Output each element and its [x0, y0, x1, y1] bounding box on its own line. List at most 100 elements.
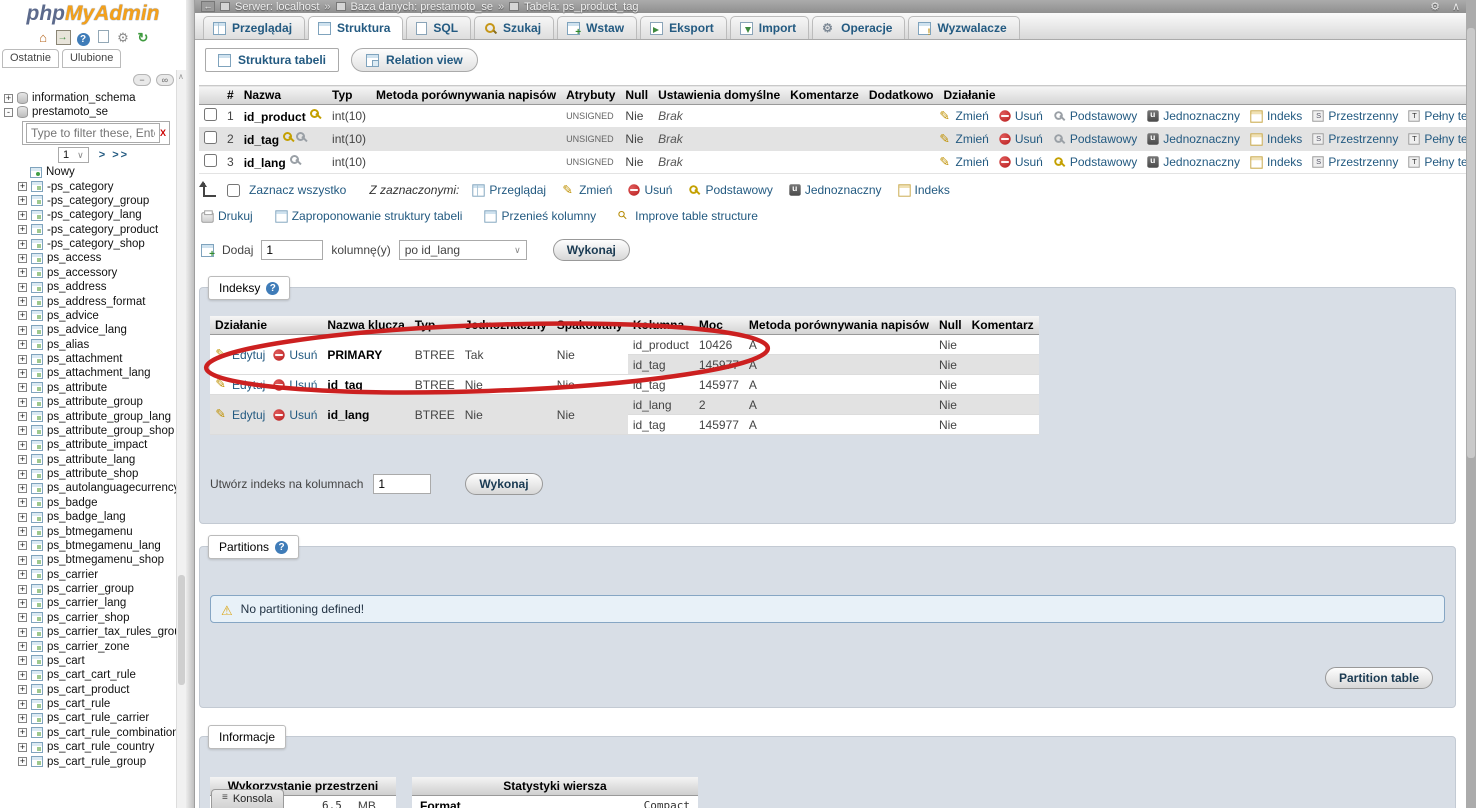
- home-icon[interactable]: ⌂: [39, 30, 47, 45]
- tree-table-item[interactable]: + ps_accessory: [18, 266, 118, 279]
- tree-new-table[interactable]: Nowy: [0, 165, 186, 179]
- expand-icon[interactable]: +: [18, 482, 27, 493]
- tree-table-item[interactable]: + -ps_category_group: [18, 194, 150, 207]
- refresh-icon[interactable]: ↻: [137, 30, 149, 45]
- help-icon[interactable]: ?: [76, 33, 90, 46]
- breadcrumb-table[interactable]: Tabela: ps_product_tag: [524, 0, 639, 13]
- structure-tool[interactable]: Improve table structure: [618, 209, 758, 223]
- settings-icon[interactable]: ⚙: [1430, 1, 1440, 13]
- column-action[interactable]: Podstawowy: [1053, 109, 1137, 123]
- expand-icon[interactable]: +: [18, 367, 27, 378]
- tree-table-item[interactable]: + ps_advice_lang: [18, 324, 127, 337]
- column-action[interactable]: Zmień: [939, 108, 989, 123]
- tree-table-item[interactable]: + -ps_category: [18, 180, 114, 193]
- expand-icon[interactable]: +: [18, 684, 27, 695]
- expand-icon[interactable]: +: [18, 382, 27, 393]
- tree-table-item[interactable]: + ps_cart: [18, 654, 85, 667]
- create-index-count-input[interactable]: [373, 474, 432, 494]
- expand-icon[interactable]: +: [18, 583, 27, 594]
- column-action[interactable]: Podstawowy: [1053, 132, 1137, 146]
- table-tab[interactable]: Struktura: [308, 16, 404, 40]
- column-action[interactable]: Usuń: [999, 132, 1043, 146]
- breadcrumb-database[interactable]: Baza danych: prestamoto_se: [350, 0, 493, 13]
- expand-icon[interactable]: +: [18, 252, 27, 263]
- expand-icon[interactable]: +: [18, 612, 27, 623]
- column-action[interactable]: Pełny tekst: [1408, 109, 1466, 123]
- collapse-icon[interactable]: -: [4, 107, 13, 117]
- tree-table-item[interactable]: + ps_alias: [18, 338, 90, 351]
- tree-db-information-schema[interactable]: + information_schema: [4, 92, 136, 104]
- column-action[interactable]: Usuń: [999, 155, 1043, 169]
- expand-icon[interactable]: +: [18, 396, 27, 407]
- tree-table-item[interactable]: + ps_carrier_lang: [18, 597, 127, 610]
- expand-icon[interactable]: +: [18, 454, 27, 465]
- tree-table-item[interactable]: + ps_access: [18, 252, 102, 265]
- column-action[interactable]: Jednoznaczny: [1147, 155, 1240, 169]
- tree-table-item[interactable]: + ps_attribute: [18, 381, 108, 394]
- structure-tool[interactable]: Zaproponowanie struktury tabeli: [275, 209, 462, 223]
- add-column-count-input[interactable]: [261, 240, 324, 260]
- table-tab[interactable]: Szukaj: [474, 16, 555, 39]
- tree-table-item[interactable]: + ps_advice: [18, 309, 99, 322]
- tree-table-item[interactable]: + -ps_category_shop: [18, 238, 145, 251]
- tree-table-item[interactable]: + ps_btmegamenu: [18, 525, 133, 538]
- column-action[interactable]: Przestrzenny: [1312, 109, 1398, 123]
- expand-icon[interactable]: +: [18, 712, 27, 723]
- tree-table-item[interactable]: + ps_attribute_impact: [18, 439, 148, 452]
- tree-table-item[interactable]: + ps_cart_product: [18, 683, 130, 696]
- delete-index-action[interactable]: Usuń: [273, 348, 317, 362]
- with-selected-action[interactable]: Indeks: [897, 183, 950, 197]
- expand-icon[interactable]: +: [18, 554, 27, 565]
- tab-favorites[interactable]: Ulubione: [61, 49, 122, 68]
- column-action[interactable]: Usuń: [999, 109, 1043, 123]
- expand-icon[interactable]: +: [18, 209, 27, 220]
- chevron-up-icon[interactable]: ∧: [178, 72, 184, 81]
- tree-db-prestamoto-se[interactable]: - prestamoto_se: [0, 105, 186, 119]
- tree-filter-input[interactable]: [26, 123, 160, 143]
- column-action[interactable]: Zmień: [939, 154, 989, 169]
- expand-icon[interactable]: +: [18, 411, 27, 422]
- structure-tool[interactable]: Przenieś kolumny: [484, 209, 596, 223]
- expand-icon[interactable]: +: [18, 540, 27, 551]
- table-tab[interactable]: Wyzwalacze: [908, 16, 1020, 39]
- collapse-all-icon[interactable]: −: [133, 74, 151, 86]
- tree-table-item[interactable]: + ps_btmegamenu_shop: [18, 554, 164, 567]
- expand-icon[interactable]: +: [18, 324, 27, 335]
- expand-icon[interactable]: +: [18, 439, 27, 450]
- expand-icon[interactable]: +: [18, 353, 27, 364]
- tree-page-select[interactable]: 1 ∨: [58, 147, 89, 163]
- help-icon[interactable]: ?: [275, 540, 289, 554]
- clear-filter-icon[interactable]: X: [159, 128, 166, 138]
- expand-icon[interactable]: +: [18, 727, 27, 738]
- tree-table-item[interactable]: + ps_carrier_tax_rules_group: [18, 626, 186, 639]
- console-tab[interactable]: ≡ Konsola: [211, 789, 284, 808]
- scrollbar-thumb[interactable]: [178, 575, 185, 685]
- with-selected-action[interactable]: Jednoznaczny: [789, 183, 882, 197]
- column-action[interactable]: Przestrzenny: [1312, 132, 1398, 146]
- structure-tool[interactable]: Drukuj: [201, 209, 253, 223]
- expand-icon[interactable]: +: [18, 655, 27, 666]
- expand-icon[interactable]: +: [18, 526, 27, 537]
- expand-icon[interactable]: +: [18, 267, 27, 278]
- documentation-icon[interactable]: [97, 30, 109, 43]
- tree-table-item[interactable]: + ps_address: [18, 281, 107, 294]
- column-action[interactable]: Jednoznaczny: [1147, 109, 1240, 123]
- expand-icon[interactable]: +: [18, 569, 27, 580]
- tree-table-item[interactable]: + ps_attribute_group: [18, 396, 143, 409]
- table-structure-button[interactable]: Struktura tabeli: [205, 48, 340, 72]
- column-action[interactable]: Indeks: [1250, 109, 1302, 123]
- expand-icon[interactable]: +: [18, 339, 27, 350]
- expand-icon[interactable]: +: [18, 698, 27, 709]
- table-tab[interactable]: Wstaw: [557, 16, 638, 39]
- expand-icon[interactable]: +: [18, 741, 27, 752]
- add-column-position-select[interactable]: po id_lang ∨: [398, 240, 527, 260]
- tree-table-item[interactable]: + ps_attribute_group_shop: [18, 424, 175, 437]
- column-action[interactable]: Zmień: [939, 131, 989, 146]
- chevron-up-icon[interactable]: ∧: [1451, 1, 1460, 13]
- tree-table-item[interactable]: + -ps_category_product: [18, 223, 159, 236]
- check-all-link[interactable]: Zaznacz wszystko: [249, 183, 347, 197]
- delete-index-action[interactable]: Usuń: [273, 408, 317, 422]
- tab-recent[interactable]: Ostatnie: [2, 49, 59, 68]
- table-tab[interactable]: Przeglądaj: [203, 16, 306, 39]
- tree-table-item[interactable]: + ps_attachment_lang: [18, 367, 151, 380]
